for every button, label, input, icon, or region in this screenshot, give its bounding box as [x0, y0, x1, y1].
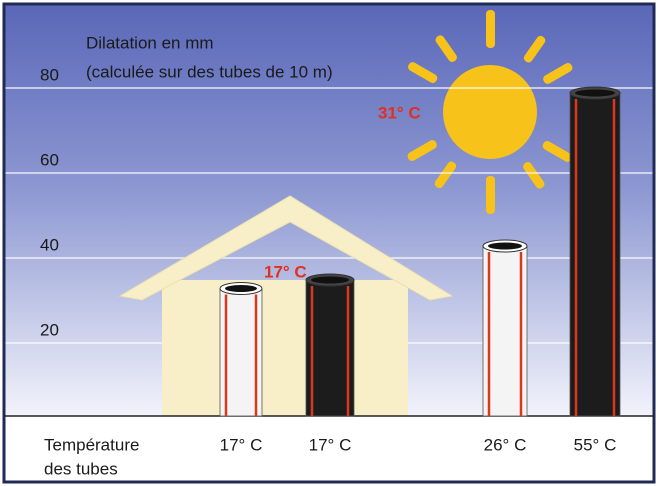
tube-opening — [225, 285, 257, 292]
x-tick-label: 26° C — [484, 435, 527, 454]
tube-opening — [311, 277, 349, 284]
chart-subtitle: (calculée sur des tubes de 10 m) — [86, 62, 333, 81]
y-tick-label: 20 — [40, 320, 59, 339]
y-tick-label: 60 — [40, 150, 59, 169]
bar — [570, 93, 620, 416]
x-tick-label: 17° C — [220, 435, 263, 454]
y-tick-label: 40 — [40, 235, 59, 254]
y-tick-label: 80 — [40, 65, 59, 84]
tube-opening — [575, 90, 615, 97]
x-axis-label: Température — [44, 435, 139, 454]
x-tick-label: 55° C — [574, 435, 617, 454]
annotation: 31° C — [378, 103, 421, 122]
x-axis-label: des tubes — [44, 459, 118, 478]
tube-opening — [488, 243, 522, 250]
chart-title: Dilatation en mm — [86, 33, 214, 52]
annotation: 17° C — [264, 262, 307, 281]
x-tick-label: 17° C — [309, 435, 352, 454]
chart: Dilatation en mm (calculée sur des tubes… — [0, 0, 658, 486]
